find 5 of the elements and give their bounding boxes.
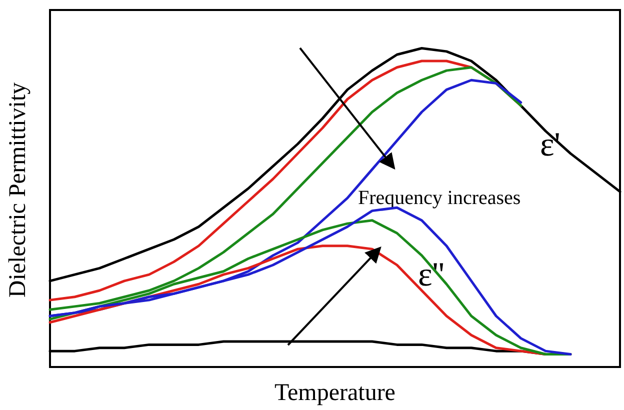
annotation: ε'' — [418, 256, 445, 294]
x-axis-title: Temperature — [274, 380, 396, 406]
annotation: Frequency increases — [358, 187, 521, 209]
y-axis-title: Dielectric Permittivity — [5, 82, 31, 298]
annotation: ε' — [540, 126, 560, 164]
